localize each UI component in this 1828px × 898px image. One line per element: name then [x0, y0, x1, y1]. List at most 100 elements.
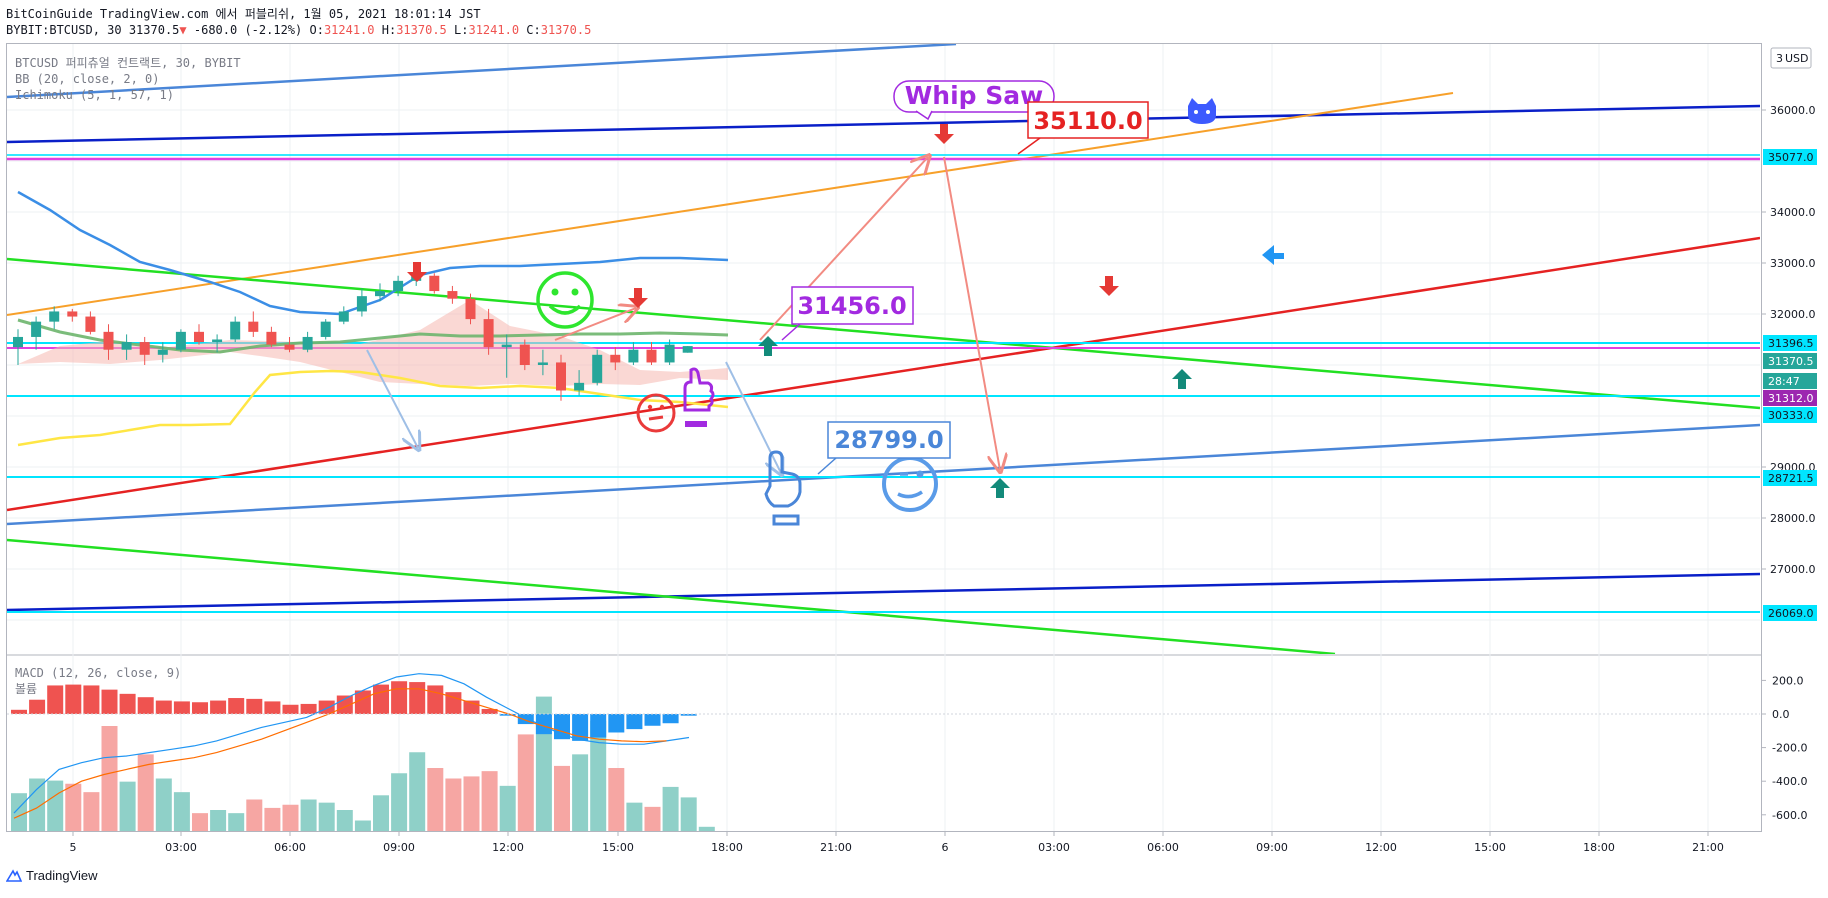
time-tick-label: 18:00 — [1583, 841, 1615, 854]
candle[interactable] — [628, 349, 639, 363]
candle[interactable] — [248, 321, 259, 332]
volume-bar — [698, 826, 715, 831]
projection-arrow-5[interactable] — [943, 156, 1000, 470]
candle[interactable] — [67, 311, 78, 317]
candle[interactable] — [519, 344, 530, 365]
candle[interactable] — [194, 331, 204, 343]
time-tick-label: 03:00 — [165, 841, 197, 854]
candle[interactable] — [338, 311, 349, 322]
candle[interactable] — [483, 319, 494, 348]
candle[interactable] — [356, 296, 367, 312]
buy-signal-icon — [1172, 369, 1192, 389]
thumbs-icon — [683, 367, 715, 427]
navy-trendline-upper[interactable] — [7, 104, 1760, 144]
price-tag[interactable] — [1763, 353, 1817, 369]
callout-28799[interactable]: 28799.0 — [817, 421, 951, 475]
volume-bar — [590, 720, 607, 831]
candle[interactable] — [682, 346, 693, 353]
red-trendline[interactable] — [7, 236, 1760, 512]
candle[interactable] — [49, 311, 60, 322]
candle[interactable] — [85, 316, 96, 332]
macd-axis[interactable]: 200.0 0.0 -200.0 -400.0 -600.0 — [1761, 674, 1807, 822]
candle[interactable] — [646, 349, 657, 363]
blue-trendline-top[interactable] — [7, 44, 957, 99]
candle[interactable] — [465, 298, 476, 320]
volume-bar — [228, 813, 245, 831]
candle[interactable] — [139, 342, 150, 355]
price-tag[interactable] — [1763, 407, 1817, 423]
candle[interactable] — [556, 362, 566, 391]
footer-brand[interactable]: TradingView — [26, 868, 98, 883]
candle[interactable] — [393, 280, 404, 292]
ichimoku-cloud — [18, 300, 728, 386]
candle[interactable] — [157, 349, 168, 355]
time-tick-label: 21:00 — [820, 841, 852, 854]
callout-35110[interactable]: 35110.0 — [1017, 101, 1149, 155]
candle[interactable] — [375, 291, 385, 297]
price-tag-label: 31370.5 — [1768, 355, 1814, 368]
price-tag[interactable] — [1763, 373, 1817, 389]
macd-histogram-bar — [354, 690, 371, 714]
candle[interactable] — [302, 336, 313, 350]
time-axis[interactable]: 5 03:00 06:00 09:00 12:00 15:00 18:00 21:00 6 03:… — [70, 831, 1724, 854]
price-tag[interactable] — [1763, 470, 1817, 486]
volume-bar — [572, 754, 589, 831]
legend-volume: 볼륨 — [15, 682, 37, 696]
navy-trendline-lower[interactable] — [7, 572, 1760, 612]
candle[interactable] — [574, 382, 585, 391]
price-tag[interactable] — [1763, 149, 1817, 165]
price-tag[interactable] — [1763, 390, 1817, 406]
candles[interactable] — [13, 270, 693, 401]
projection-arrow-2[interactable] — [725, 361, 781, 473]
price-axis[interactable]: 3 USD 36000.034000.033000.032000.029000.… — [1761, 47, 1817, 621]
macd-pane[interactable] — [7, 673, 1760, 831]
callout-28799-text: 28799.0 — [834, 426, 943, 454]
volume-bar — [336, 810, 353, 831]
candle[interactable] — [121, 342, 132, 350]
candle[interactable] — [501, 344, 512, 348]
candle[interactable] — [13, 336, 23, 348]
macd-histogram-bar — [608, 714, 625, 733]
price-tick-label: 28000.0 — [1770, 512, 1816, 525]
callout-31456[interactable]: 31456.0 — [781, 286, 914, 341]
candle[interactable] — [175, 331, 186, 350]
candle[interactable] — [664, 344, 675, 363]
orange-trendline[interactable] — [7, 92, 1454, 316]
price-tag[interactable] — [1763, 335, 1817, 351]
candle[interactable] — [284, 344, 295, 350]
candle[interactable] — [320, 321, 331, 337]
macd-tick-label: -400.0 — [1772, 775, 1807, 788]
candle[interactable] — [592, 354, 603, 383]
macd-histogram-bar — [373, 684, 389, 714]
currency-box[interactable] — [1770, 47, 1812, 69]
blue-trendline-bottom[interactable] — [7, 423, 1760, 526]
candle[interactable] — [212, 339, 223, 343]
projection-arrow-3[interactable] — [554, 308, 636, 341]
macd-histogram-bar — [300, 703, 317, 714]
legend-macd: MACD (12, 26, close, 9) — [15, 666, 181, 680]
price-tag[interactable] — [1763, 605, 1817, 621]
sell-signal-icon — [407, 262, 427, 282]
macd-histogram-bar — [572, 714, 589, 741]
candle[interactable] — [230, 321, 241, 340]
candle[interactable] — [610, 354, 621, 363]
green-trendline-upper[interactable] — [7, 257, 1760, 410]
time-tick-label: 09:00 — [383, 841, 415, 854]
volume-bar — [373, 795, 389, 831]
volume-bar — [481, 771, 498, 831]
green-trendline-lower[interactable] — [7, 538, 1336, 654]
candle[interactable] — [537, 362, 548, 365]
projection-arrow-1[interactable] — [366, 349, 418, 448]
whipsaw-callout[interactable]: Whip Saw — [893, 80, 1055, 121]
candle[interactable] — [266, 331, 277, 345]
ohlc-close: 31370.5 — [540, 23, 592, 37]
candle[interactable] — [447, 291, 458, 299]
projection-arrow-4[interactable] — [759, 157, 928, 341]
candle[interactable] — [429, 275, 440, 292]
candle[interactable] — [103, 331, 114, 350]
candle[interactable] — [31, 321, 42, 337]
volume-bar — [83, 792, 100, 831]
volume-bar — [192, 813, 208, 831]
macd-histogram-bar — [173, 701, 190, 714]
